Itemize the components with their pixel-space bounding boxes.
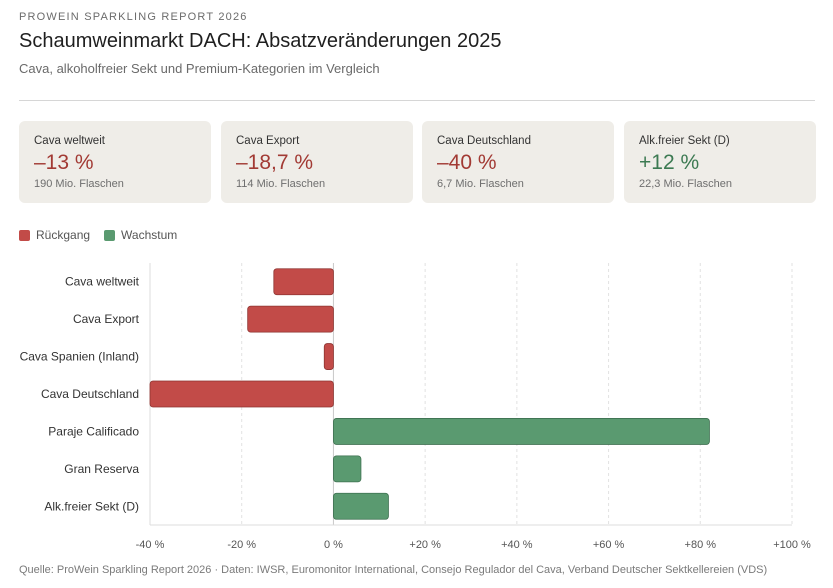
x-tick-label: +20 %	[409, 539, 441, 551]
kpi-subvalue: 114 Mio. Flaschen	[236, 178, 326, 190]
category-label: Gran Reserva	[64, 462, 139, 476]
kpi-label: Alk.freier Sekt (D)	[639, 135, 730, 147]
kpi-subvalue: 22,3 Mio. Flaschen	[639, 178, 732, 190]
x-tick-label: 0 %	[324, 539, 343, 551]
category-label: Cava Export	[73, 312, 140, 326]
kpi-value: –18,7 %	[236, 151, 314, 174]
kpi-value: –40 %	[437, 151, 497, 174]
page-title: Schaumweinmarkt DACH: Absatzveränderunge…	[19, 30, 502, 52]
kpi-label: Cava Deutschland	[437, 135, 531, 147]
kpi-value: –13 %	[34, 151, 94, 174]
legend-label-decline: Rückgang	[36, 228, 91, 242]
x-tick-label: -40 %	[136, 539, 165, 551]
report-eyebrow: PROWEIN SPARKLING REPORT 2026	[19, 11, 248, 23]
divider	[19, 100, 815, 101]
category-label: Cava weltweit	[65, 275, 140, 289]
bar	[273, 268, 334, 296]
kpi-card-cava-weltweit: Cava weltweit –13 % 190 Mio. Flaschen	[19, 121, 211, 203]
kpi-label: Cava Export	[236, 135, 300, 147]
bar	[333, 455, 362, 483]
legend-swatch-decline	[19, 229, 30, 241]
category-label: Cava Spanien (Inland)	[20, 350, 139, 364]
kpi-card-cava-export: Cava Export –18,7 % 114 Mio. Flaschen	[221, 121, 413, 203]
bar	[323, 343, 334, 370]
legend-item-growth: Wachstum	[104, 228, 177, 242]
bar	[333, 492, 389, 520]
source-footer: Quelle: ProWein Sparkling Report 2026 · …	[19, 564, 768, 576]
x-tick-label: +80 %	[685, 539, 717, 551]
x-tick-label: +100 %	[773, 539, 811, 551]
bar	[247, 305, 334, 333]
legend-swatch-growth	[104, 229, 116, 241]
kpi-value: +12 %	[639, 151, 700, 174]
chart-legend: Rückgang Wachstum	[19, 228, 177, 242]
page-subtitle: Cava, alkoholfreier Sekt und Premium-Kat…	[19, 61, 380, 76]
kpi-card-alkoholfreier-sekt: Alk.freier Sekt (D) +12 % 22,3 Mio. Flas…	[624, 121, 816, 203]
category-label: Paraje Calificado	[48, 424, 139, 438]
x-tick-label: +40 %	[501, 539, 533, 551]
kpi-label: Cava weltweit	[34, 135, 105, 147]
category-label: Alk.freier Sekt (D)	[44, 499, 139, 513]
legend-item-decline: Rückgang	[19, 228, 90, 242]
legend-label-growth: Wachstum	[121, 228, 178, 242]
x-tick-label: +60 %	[593, 539, 625, 551]
kpi-subvalue: 190 Mio. Flaschen	[34, 178, 124, 190]
bar	[149, 380, 334, 408]
kpi-card-cava-deutschland: Cava Deutschland –40 % 6,7 Mio. Flaschen	[422, 121, 614, 203]
bar	[333, 418, 710, 445]
category-label: Cava Deutschland	[41, 387, 139, 401]
x-tick-label: -20 %	[227, 539, 256, 551]
kpi-subvalue: 6,7 Mio. Flaschen	[437, 178, 524, 190]
